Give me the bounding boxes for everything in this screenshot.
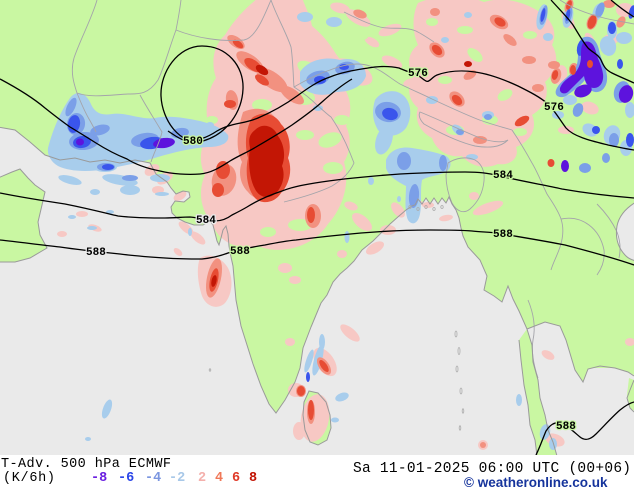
svg-text:588: 588 bbox=[493, 229, 513, 241]
svg-text:588: 588 bbox=[230, 246, 250, 258]
svg-text:-2: -2 bbox=[169, 471, 185, 486]
svg-text:576: 576 bbox=[544, 102, 564, 114]
svg-text:584: 584 bbox=[196, 215, 216, 227]
svg-text:(K/6h): (K/6h) bbox=[3, 471, 55, 486]
svg-text:4: 4 bbox=[215, 471, 223, 486]
svg-text:-8: -8 bbox=[91, 471, 107, 486]
svg-text:584: 584 bbox=[493, 170, 513, 182]
svg-text:-4: -4 bbox=[145, 471, 161, 486]
svg-text:588: 588 bbox=[556, 421, 576, 433]
svg-text:2: 2 bbox=[198, 471, 206, 486]
svg-text:-6: -6 bbox=[118, 471, 134, 486]
svg-text:© weatheronline.co.uk: © weatheronline.co.uk bbox=[464, 475, 608, 490]
svg-text:576: 576 bbox=[408, 68, 428, 80]
svg-text:T-Adv. 500 hPa ECMWF: T-Adv. 500 hPa ECMWF bbox=[1, 457, 171, 472]
svg-text:6: 6 bbox=[232, 471, 240, 486]
svg-text:588: 588 bbox=[86, 247, 106, 259]
svg-text:8: 8 bbox=[249, 471, 257, 486]
svg-text:580: 580 bbox=[183, 136, 203, 148]
svg-text:Sa 11-01-2025 06:00 UTC (00+06: Sa 11-01-2025 06:00 UTC (00+06) bbox=[353, 461, 631, 477]
